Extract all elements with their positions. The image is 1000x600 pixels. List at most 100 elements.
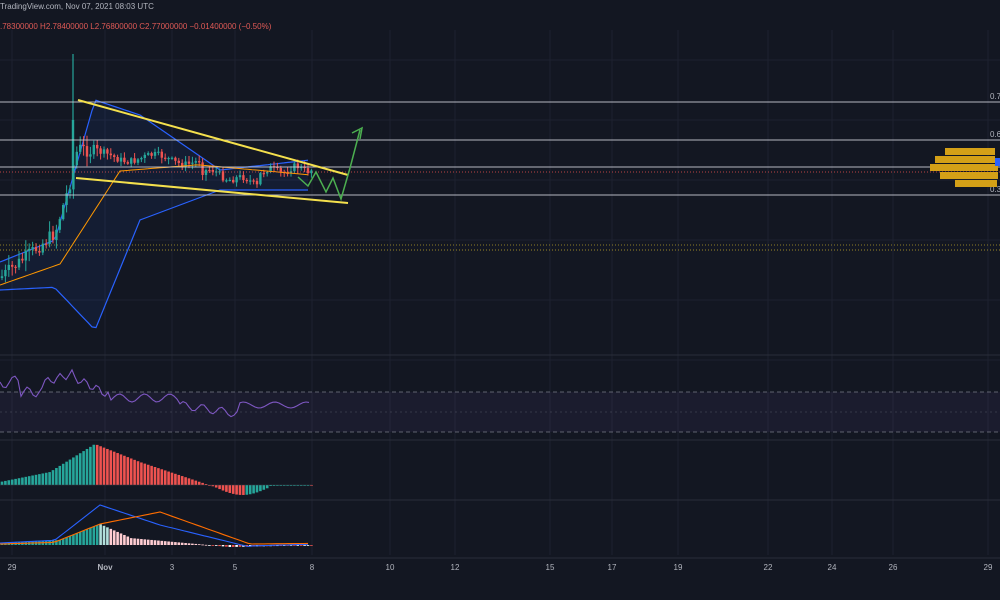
- candle[interactable]: [167, 156, 170, 165]
- candle[interactable]: [123, 152, 126, 165]
- candle[interactable]: [147, 151, 150, 156]
- candle[interactable]: [153, 148, 157, 159]
- candle[interactable]: [55, 224, 58, 249]
- candle[interactable]: [89, 146, 92, 164]
- candle[interactable]: [21, 252, 24, 264]
- candle[interactable]: [85, 135, 89, 167]
- wedge-lower-line[interactable]: [75, 177, 349, 204]
- candle[interactable]: [109, 148, 112, 160]
- candle[interactable]: [259, 171, 262, 186]
- candle[interactable]: [28, 243, 31, 262]
- candle[interactable]: [133, 153, 136, 165]
- candle[interactable]: [242, 171, 245, 183]
- candle[interactable]: [4, 264, 7, 283]
- candle[interactable]: [75, 146, 78, 169]
- projection-line[interactable]: [297, 129, 361, 202]
- wedge-upper-line[interactable]: [77, 99, 349, 176]
- candle[interactable]: [116, 154, 119, 163]
- projection-path[interactable]: [297, 126, 364, 202]
- candle[interactable]: [126, 160, 129, 165]
- histogram-bar: [170, 472, 174, 485]
- candle[interactable]: [143, 152, 146, 163]
- candle[interactable]: [204, 168, 208, 181]
- candle[interactable]: [96, 139, 99, 157]
- candle[interactable]: [232, 176, 235, 184]
- candle[interactable]: [187, 156, 191, 169]
- ema-line: [0, 164, 309, 286]
- macd-histogram-bar: [214, 545, 218, 546]
- candle[interactable]: [184, 156, 187, 172]
- candle[interactable]: [7, 255, 10, 277]
- candle-body: [259, 173, 262, 185]
- candle[interactable]: [235, 175, 238, 187]
- fib-level-0[interactable]: 0.7: [0, 92, 1000, 103]
- candle[interactable]: [68, 185, 72, 199]
- candle[interactable]: [24, 240, 27, 272]
- candle[interactable]: [255, 177, 259, 188]
- candle[interactable]: [0, 269, 4, 281]
- candle[interactable]: [113, 153, 116, 162]
- candle[interactable]: [62, 203, 65, 221]
- candle[interactable]: [150, 151, 153, 159]
- candle[interactable]: [51, 225, 55, 244]
- histogram-bar: [184, 477, 187, 485]
- histogram-bar: [112, 451, 116, 485]
- fib-levels[interactable]: 0.7 0.6 0.3: [0, 92, 1000, 251]
- macd-histogram-bar: [58, 540, 62, 545]
- candle[interactable]: [102, 146, 106, 158]
- candle[interactable]: [92, 140, 95, 159]
- candle[interactable]: [249, 174, 252, 185]
- fib-level-2[interactable]: 0.3: [0, 185, 1000, 196]
- histogram-bar: [194, 480, 198, 485]
- candle[interactable]: [130, 157, 133, 168]
- candle[interactable]: [38, 245, 41, 256]
- candle[interactable]: [306, 163, 310, 176]
- candle[interactable]: [65, 185, 68, 213]
- candle[interactable]: [252, 178, 255, 185]
- candle[interactable]: [164, 153, 167, 162]
- candle[interactable]: [201, 158, 204, 181]
- candle[interactable]: [160, 148, 163, 164]
- candle[interactable]: [106, 147, 109, 160]
- candle[interactable]: [225, 178, 228, 183]
- candle[interactable]: [17, 251, 21, 271]
- candle[interactable]: [286, 167, 289, 177]
- candle[interactable]: [99, 146, 102, 160]
- candle[interactable]: [140, 156, 143, 163]
- candle[interactable]: [79, 136, 82, 155]
- candle[interactable]: [279, 165, 282, 177]
- candle[interactable]: [174, 156, 177, 165]
- candle[interactable]: [310, 168, 313, 178]
- candle[interactable]: [119, 153, 123, 167]
- x-tick-label: 29: [8, 563, 17, 572]
- candle[interactable]: [228, 177, 231, 182]
- candle[interactable]: [11, 261, 14, 276]
- candle[interactable]: [157, 146, 160, 156]
- candle[interactable]: [14, 265, 17, 274]
- candle[interactable]: [181, 159, 184, 170]
- candle[interactable]: [136, 158, 140, 166]
- candle[interactable]: [245, 178, 248, 184]
- macd-histogram-bar: [65, 537, 68, 545]
- histogram-bar: [44, 472, 48, 485]
- fib-level-1[interactable]: 0.6: [0, 130, 1000, 141]
- candle[interactable]: [48, 221, 51, 248]
- falling-wedge[interactable]: [75, 99, 349, 204]
- candle[interactable]: [82, 136, 85, 156]
- candle[interactable]: [45, 239, 48, 249]
- candle-body: [221, 171, 225, 181]
- candle[interactable]: [194, 157, 197, 168]
- candle[interactable]: [170, 156, 174, 160]
- histogram-bar: [123, 455, 126, 485]
- macd-histogram-bar: [116, 531, 119, 545]
- candle[interactable]: [177, 157, 180, 167]
- projection-arrow-head[interactable]: [351, 126, 364, 140]
- histogram-bar: [133, 459, 136, 485]
- candle[interactable]: [31, 241, 34, 256]
- candle[interactable]: [221, 166, 225, 183]
- macd-histogram-bar: [221, 545, 225, 547]
- candle[interactable]: [58, 216, 61, 234]
- candle[interactable]: [41, 239, 44, 256]
- candle[interactable]: [198, 155, 201, 167]
